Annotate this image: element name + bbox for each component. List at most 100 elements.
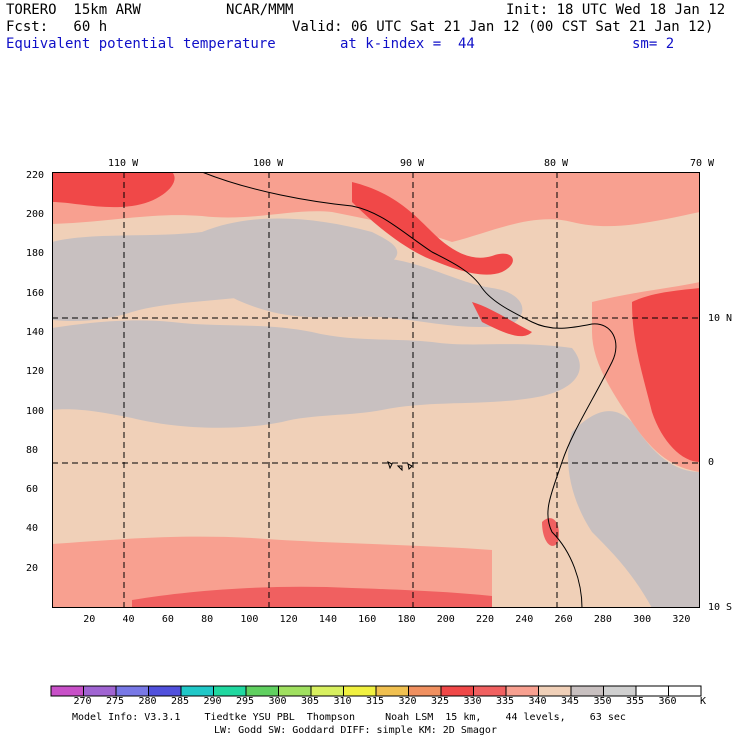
color-bar-cell	[310, 685, 344, 697]
color-bar-svg	[50, 685, 702, 697]
color-bar-label: 325	[431, 696, 450, 707]
color-bar-cell	[83, 685, 117, 697]
color-bar-cell	[408, 685, 442, 697]
y-grid-label: 160	[26, 287, 45, 299]
color-bar	[50, 682, 702, 701]
color-bar-label: 340	[528, 696, 547, 707]
forecast-hour: Fcst: 60 h	[6, 19, 108, 35]
x-grid-label: 300	[633, 614, 652, 625]
gray-region-andes	[568, 411, 700, 608]
graticule	[52, 172, 700, 608]
y-grid-label: 200	[26, 209, 45, 221]
y-grid-label: 40	[26, 523, 39, 535]
organization: NCAR/MMM	[226, 2, 294, 18]
color-bar-cell	[603, 685, 637, 697]
lon-label-110w: 110 W	[108, 158, 139, 169]
lon-label-100w: 100 W	[253, 158, 284, 169]
y-grid-label: 140	[26, 327, 45, 339]
y-grid-label: 80	[26, 444, 39, 456]
x-grid-label: 320	[672, 614, 691, 625]
x-grid-label: 140	[318, 614, 337, 625]
color-bar-label: 310	[333, 696, 352, 707]
color-bar-cell	[668, 685, 702, 697]
model-info-line1: Model Info: V3.3.1 Tiedtke YSU PBL Thomp…	[72, 712, 626, 723]
color-bar-label: 315	[366, 696, 385, 707]
x-grid-label: 120	[279, 614, 298, 625]
color-bar-label: 295	[236, 696, 255, 707]
costa-rica-panama-hot	[472, 302, 532, 337]
central-america-hot	[352, 182, 513, 275]
coastline	[201, 172, 617, 608]
x-grid-label: 280	[593, 614, 612, 625]
x-grid-label: 160	[358, 614, 377, 625]
color-bar-label: 300	[268, 696, 287, 707]
x-grid-label: 100	[240, 614, 259, 625]
color-bar-label: 275	[106, 696, 125, 707]
color-bar-cell	[505, 685, 539, 697]
color-bar-label: 290	[203, 696, 222, 707]
smoothing-info: sm= 2	[632, 36, 675, 52]
color-bar-cell	[180, 685, 214, 697]
x-grid-label: 20	[83, 614, 96, 625]
x-grid-label: 80	[201, 614, 214, 625]
y-grid-label: 220	[26, 169, 45, 181]
color-bar-cell	[343, 685, 377, 697]
field-name: Equivalent potential temperature	[6, 36, 276, 52]
color-bar-label: 280	[138, 696, 157, 707]
gray-region-north	[202, 257, 523, 328]
lat-label-10s: 10 S	[708, 602, 733, 613]
y-grid-label: 100	[26, 405, 45, 417]
color-bar-cell	[473, 685, 507, 697]
color-bar-label: 270	[73, 696, 92, 707]
color-bar-cell	[635, 685, 669, 697]
mexico-hot-region	[52, 172, 175, 208]
map-frame	[52, 172, 700, 608]
y-grid-label: 180	[26, 248, 45, 260]
color-bar-label: 345	[561, 696, 580, 707]
color-bar-cell	[148, 685, 182, 697]
color-bar-cell	[570, 685, 604, 697]
equivalent-potential-temperature-map	[52, 172, 700, 608]
x-grid-label: 180	[397, 614, 416, 625]
x-grid-label: 40	[122, 614, 135, 625]
galapagos	[387, 461, 413, 472]
color-bar-label: 355	[626, 696, 645, 707]
southern-red-strip	[132, 586, 492, 608]
color-bar-label: 330	[463, 696, 482, 707]
lon-label-80w: 80 W	[544, 158, 569, 169]
color-bar-label: 320	[398, 696, 417, 707]
valid-time: Valid: 06 UTC Sat 21 Jan 12 (00 CST Sat …	[292, 19, 714, 35]
x-grid-label: 60	[161, 614, 174, 625]
y-grid-label: 60	[26, 484, 39, 496]
color-bar-cell	[50, 685, 84, 697]
colombia-hot-region	[632, 288, 700, 462]
color-bar-cell	[440, 685, 474, 697]
color-bar-label: 305	[301, 696, 320, 707]
color-bar-label: 360	[658, 696, 677, 707]
color-bar-label: 285	[171, 696, 190, 707]
init-time: Init: 18 UTC Wed 18 Jan 12	[506, 2, 726, 18]
color-bar-label: 335	[496, 696, 515, 707]
level-info: at k-index = 44	[340, 36, 475, 52]
ecuador-peru-hot	[542, 518, 559, 546]
lon-label-90w: 90 W	[400, 158, 425, 169]
lat-label-0: 0	[708, 457, 715, 468]
color-bar-cell	[538, 685, 572, 697]
gray-region-central	[52, 320, 580, 428]
lat-label-10n: 10 N	[708, 313, 733, 324]
color-bar-label: 350	[593, 696, 612, 707]
color-bar-cell	[115, 685, 149, 697]
color-bar-cell	[245, 685, 279, 697]
y-grid-label: 20	[26, 562, 39, 574]
color-bar-unit: K	[700, 696, 707, 707]
color-bar-cell	[375, 685, 409, 697]
color-bar-cell	[278, 685, 312, 697]
x-grid-label: 200	[436, 614, 455, 625]
model-info-line2: LW: Godd SW: Goddard DIFF: simple KM: 2D…	[214, 725, 497, 736]
lon-label-70w: 70 W	[690, 158, 715, 169]
x-grid-label: 240	[515, 614, 534, 625]
model-name: TORERO 15km ARW	[6, 2, 141, 18]
x-grid-label: 220	[476, 614, 495, 625]
color-bar-cell	[213, 685, 247, 697]
y-grid-label: 120	[26, 366, 45, 378]
